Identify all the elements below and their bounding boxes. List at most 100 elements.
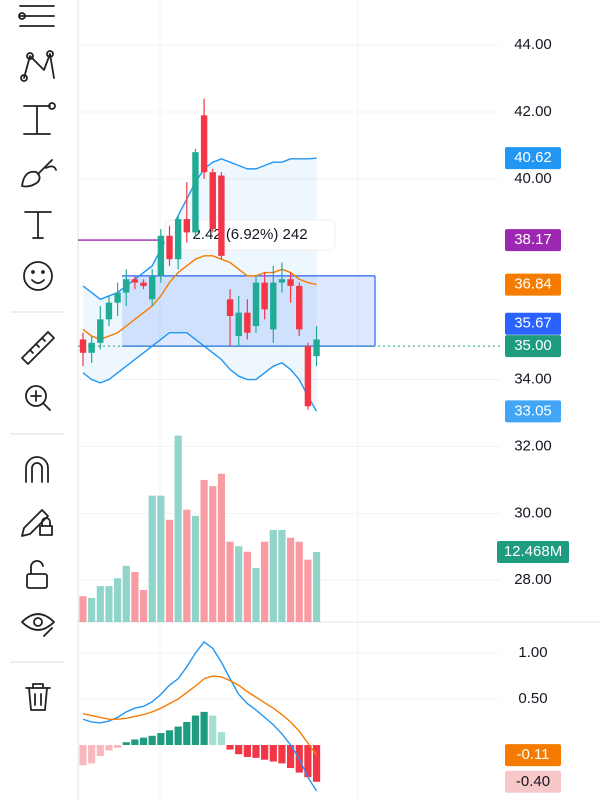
price-badge-label: 40.62	[514, 149, 552, 166]
volume-bar	[79, 596, 87, 622]
price-tick-label: 28.00	[514, 571, 552, 588]
emoji-tool[interactable]	[23, 261, 53, 291]
candle-body	[131, 279, 139, 283]
macd-histogram-bar	[79, 744, 87, 766]
measure-line-tool[interactable]	[23, 102, 56, 135]
volume-bar	[200, 479, 208, 622]
candle-body	[114, 292, 121, 303]
candle-body	[278, 279, 286, 283]
volume-bar	[269, 529, 277, 622]
macd-histogram-bar	[122, 742, 130, 745]
brush-tool[interactable]	[21, 159, 57, 188]
price-badge-label: 12.468M	[504, 543, 562, 560]
zoom-tool[interactable]	[25, 385, 51, 411]
volume-bar	[287, 537, 295, 622]
volume-bar	[114, 578, 122, 622]
text-tool[interactable]	[24, 211, 52, 239]
macd-histogram-bar	[243, 744, 251, 757]
macd-histogram-bar	[304, 744, 312, 778]
volume-bar	[131, 572, 139, 622]
macd-histogram-bar	[131, 739, 139, 745]
price-badge-label: -0.11	[516, 746, 549, 763]
macd-histogram-bar	[200, 711, 208, 745]
pattern-tool[interactable]	[20, 50, 55, 82]
candle-body	[200, 115, 208, 173]
band-lower	[82, 332, 318, 412]
price-tick-label: 42.00	[514, 103, 552, 120]
magnet-tool[interactable]	[25, 456, 49, 483]
macd-histogram-bar	[148, 735, 156, 745]
volume-bar	[148, 495, 156, 622]
candle-body	[97, 319, 104, 343]
macd-tick-label: 0.50	[518, 690, 547, 707]
volume-bar	[157, 495, 165, 622]
volume-bar	[252, 568, 260, 622]
volume-bar	[174, 435, 182, 622]
macd-histogram-bar	[209, 715, 217, 745]
delete-tool[interactable]	[25, 683, 51, 711]
candle-body	[166, 235, 173, 260]
price-tick-label: 30.00	[514, 504, 552, 521]
volume-bar	[295, 541, 303, 622]
macd-histogram-bar	[157, 733, 165, 745]
volume-bar	[261, 541, 269, 622]
candle-body	[209, 172, 216, 230]
signal-line	[82, 675, 318, 756]
macd-histogram-bar	[278, 744, 286, 764]
volume-bar	[105, 586, 113, 622]
price-badge-label: 35.00	[514, 337, 552, 354]
candle-body	[140, 282, 147, 286]
candle-body	[287, 279, 294, 286]
price-badge-label: 38.17	[514, 231, 552, 248]
macd-histogram-bar	[165, 730, 174, 745]
macd-histogram-bar	[105, 744, 113, 751]
volume-bar	[235, 546, 243, 622]
candle-body	[79, 339, 87, 353]
price-tick-label: 32.00	[514, 437, 552, 454]
macd-histogram-bar	[183, 721, 191, 745]
price-badge	[497, 540, 569, 563]
candle-body	[296, 285, 303, 330]
volume-bar	[226, 541, 234, 622]
macd-histogram-bar	[96, 744, 104, 757]
price-badge	[505, 400, 561, 423]
price-badge	[505, 147, 561, 170]
candle-body	[244, 312, 251, 333]
unlock-tool[interactable]	[26, 560, 48, 589]
menu-tool[interactable]	[18, 5, 55, 27]
price-badge	[505, 229, 561, 252]
toolbar	[10, 5, 64, 711]
volume-bar	[217, 473, 225, 622]
macd-histogram-bar	[252, 744, 260, 758]
candle-body	[235, 312, 242, 337]
macd-line	[82, 640, 318, 792]
macd-histogram-bar	[287, 744, 295, 768]
candle-body	[192, 152, 199, 233]
volume-bar	[96, 586, 104, 622]
macd-histogram-bar	[217, 732, 225, 745]
macd-histogram-bar	[174, 726, 182, 745]
volume-bar	[278, 529, 286, 622]
chart-area: 44.0042.0040.0034.0032.0030.0028.002.42 …	[78, 36, 569, 793]
candle-body	[174, 219, 182, 260]
volume-bar	[88, 597, 96, 622]
ruler-tool[interactable]	[21, 331, 55, 365]
candle-body	[157, 235, 165, 276]
volume-bar	[139, 589, 148, 622]
lock-drawing-tool[interactable]	[21, 509, 53, 537]
volume-bar	[243, 551, 251, 622]
visibility-tool[interactable]	[21, 613, 55, 637]
tooltip-box	[164, 219, 336, 251]
candle-body	[88, 342, 95, 353]
macd-histogram-bar	[139, 737, 148, 745]
macd-histogram-bar	[114, 744, 122, 748]
candle-body	[105, 302, 113, 320]
volume-bar	[183, 509, 191, 622]
price-badge	[505, 744, 561, 767]
macd-tick-label: 1.00	[518, 644, 547, 661]
candle-body	[226, 299, 234, 317]
price-badge-label: 33.05	[514, 402, 552, 419]
candle-body	[270, 282, 277, 330]
